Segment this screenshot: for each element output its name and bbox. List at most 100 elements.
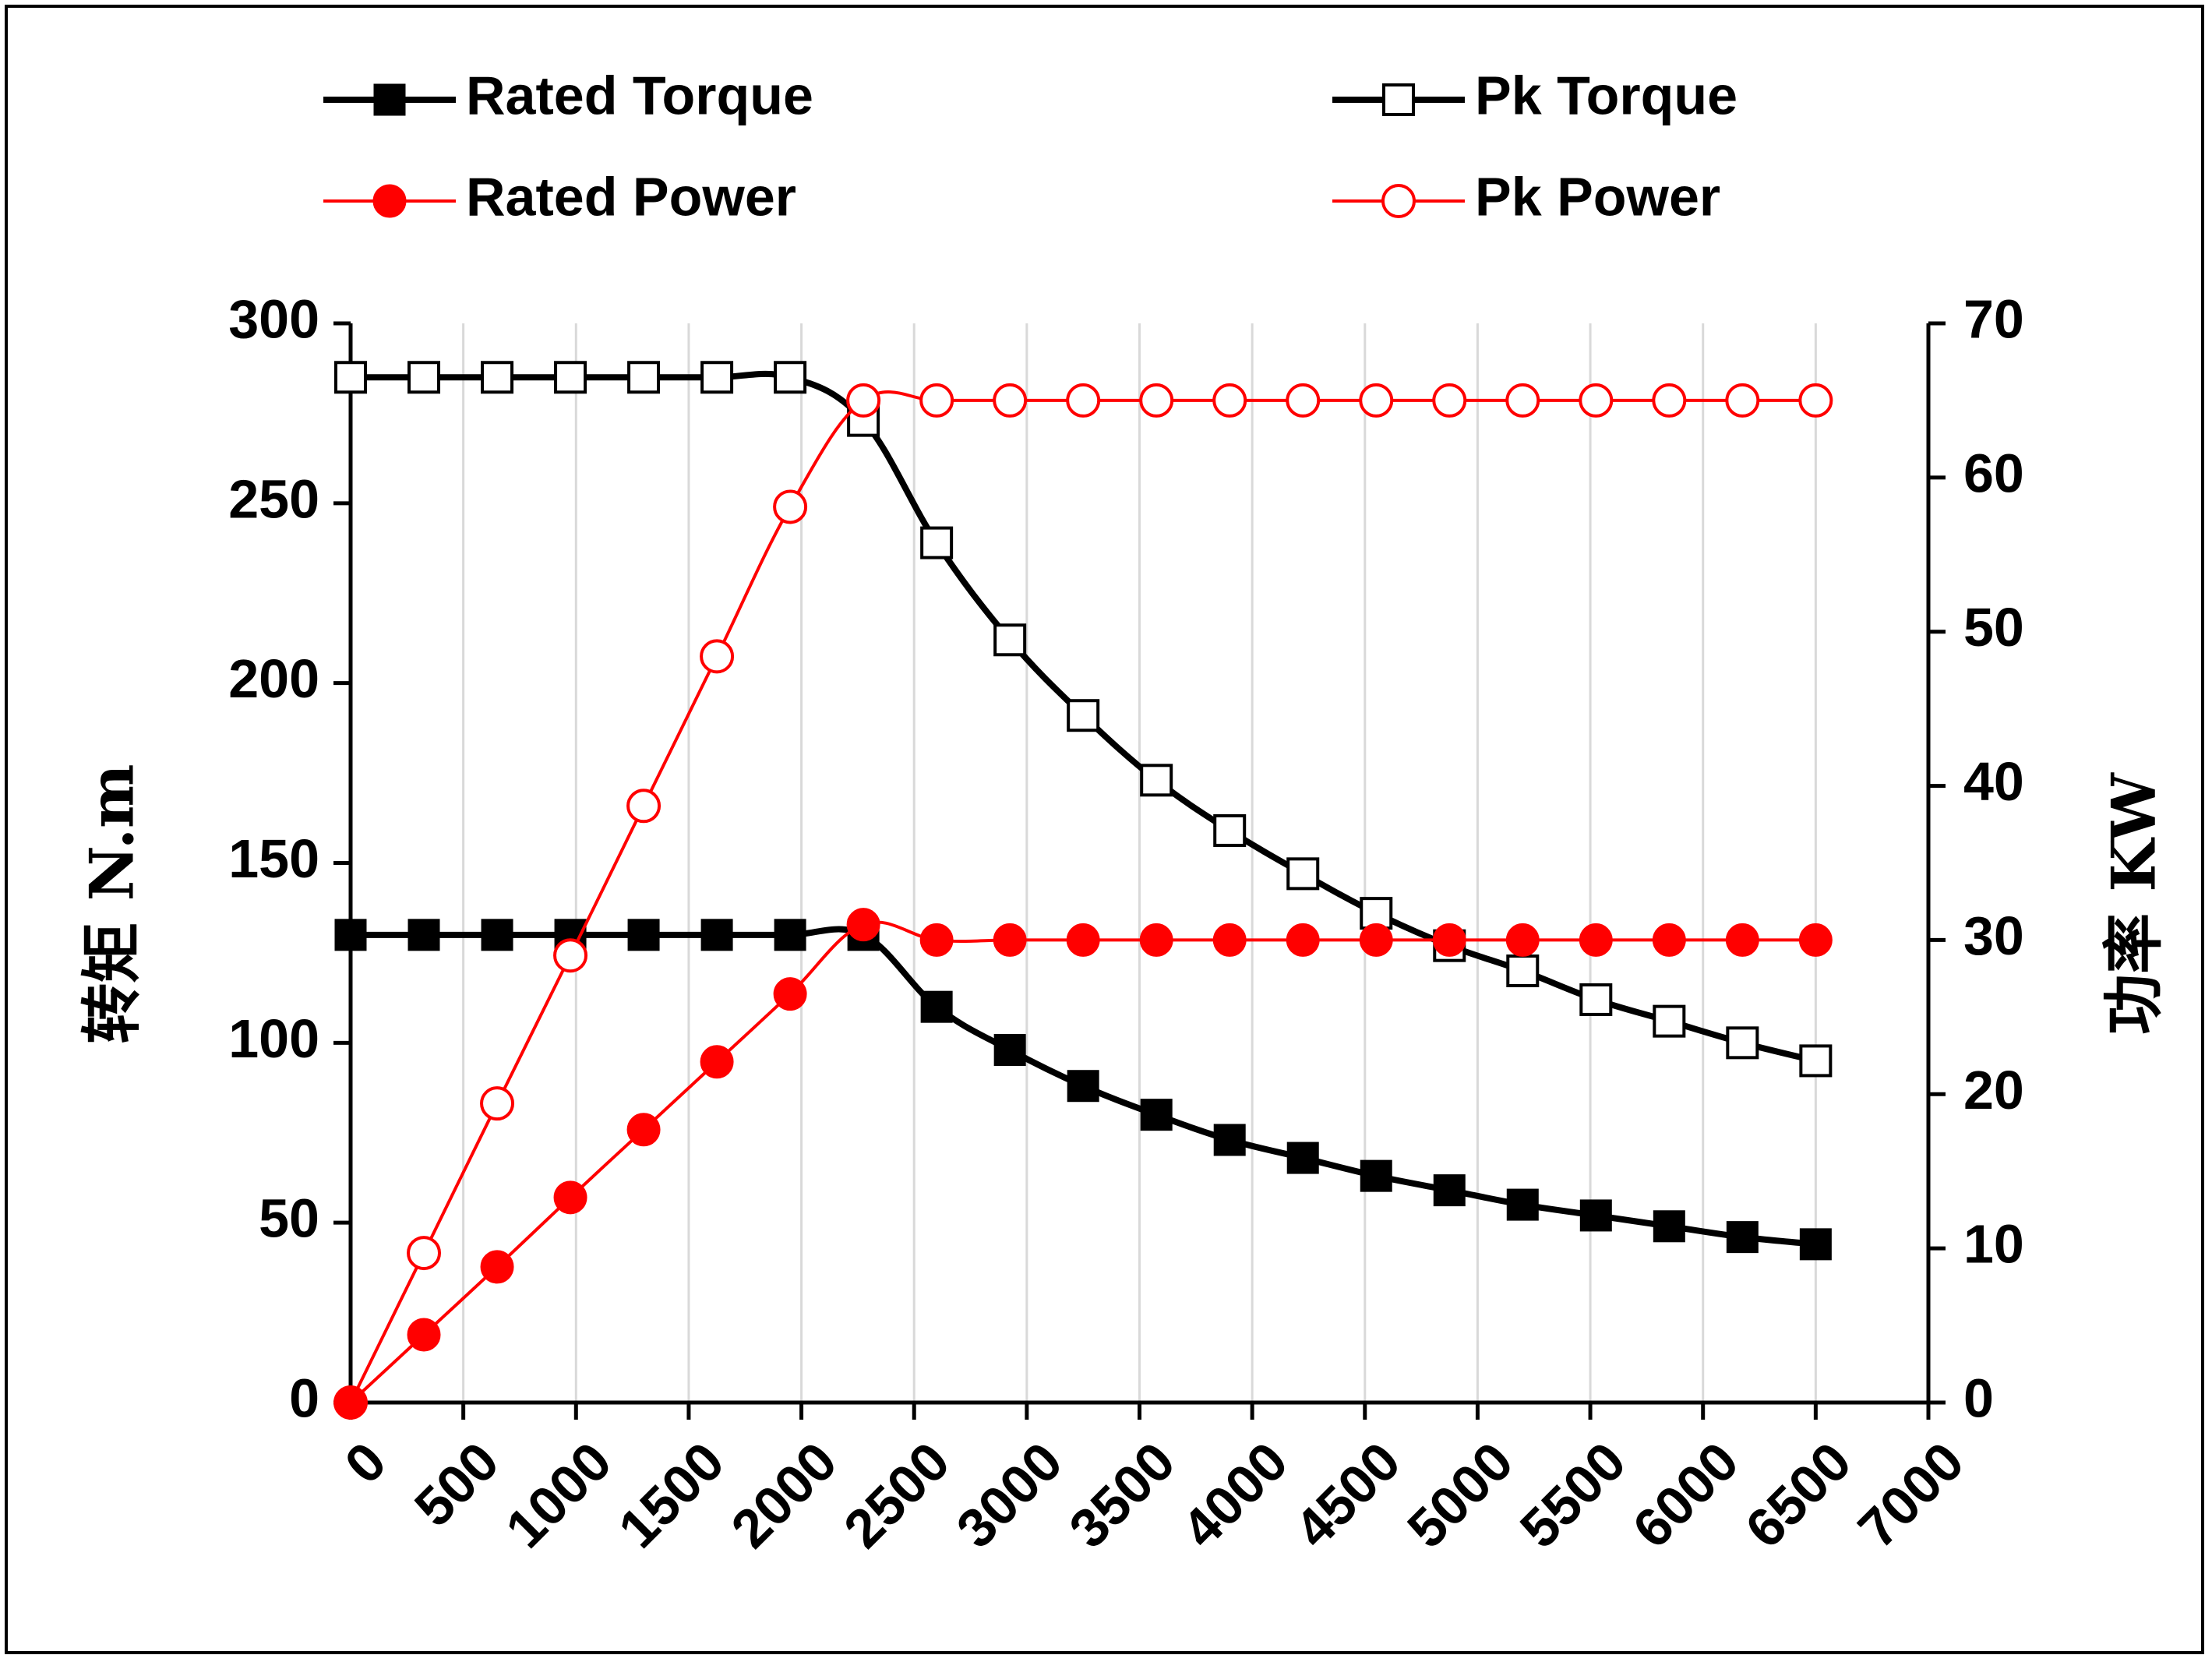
data-point [1798, 923, 1833, 957]
data-point [1725, 923, 1759, 957]
x-tick-label: 0 [333, 1431, 398, 1495]
data-point [1212, 383, 1247, 418]
data-point [1359, 923, 1393, 957]
x-tick-label: 1000 [494, 1431, 623, 1559]
data-point [1506, 1188, 1539, 1221]
data-point [1139, 923, 1173, 957]
data-point [1506, 955, 1540, 987]
data-point [627, 361, 661, 394]
data-point [1140, 1099, 1173, 1131]
data-point [626, 789, 661, 824]
y-tick-label: 150 [228, 828, 319, 889]
data-point [774, 361, 807, 394]
x-tick-label: 2000 [720, 1431, 848, 1559]
data-point [1432, 923, 1466, 957]
legend-item: Pk Power [1332, 166, 1720, 227]
data-point [1066, 923, 1100, 957]
data-point [846, 908, 880, 942]
data-point [1139, 383, 1174, 418]
y2-tick-label: 40 [1963, 751, 2024, 812]
series-layer [333, 361, 1833, 1420]
legend-marker [372, 184, 407, 218]
data-point [700, 919, 733, 951]
data-point [1066, 383, 1101, 418]
data-point [919, 383, 954, 418]
y2-tick-label: 30 [1963, 905, 2024, 966]
y-tick-label: 0 [289, 1367, 319, 1428]
data-point [1286, 1142, 1319, 1174]
data-point [407, 919, 440, 951]
data-point [1140, 764, 1173, 797]
y-tick-label: 50 [259, 1188, 319, 1249]
y2-tick-label: 20 [1963, 1060, 2024, 1120]
data-point [1799, 1044, 1833, 1078]
data-point [1359, 383, 1394, 418]
data-point [553, 1180, 587, 1215]
data-point [1213, 813, 1247, 847]
data-point [1725, 383, 1760, 418]
x-tick-label: 2500 [832, 1431, 961, 1559]
data-point [480, 1250, 514, 1284]
data-point [773, 977, 807, 1011]
data-point [920, 990, 953, 1023]
data-point [334, 919, 367, 951]
legend-label: Rated Torque [466, 65, 813, 125]
legend-marker [1382, 83, 1415, 116]
data-point [481, 919, 513, 951]
legend-marker [1381, 184, 1416, 218]
data-point [554, 361, 587, 394]
data-point [1726, 1221, 1759, 1254]
data-point [1286, 857, 1320, 891]
y2-tick-label: 70 [1963, 288, 2024, 349]
x-tick-label: 1500 [607, 1431, 736, 1559]
data-point [1213, 1124, 1246, 1156]
x-tick-label: 7000 [1847, 1431, 1975, 1559]
data-point [1286, 923, 1320, 957]
data-point [407, 1236, 442, 1271]
y2-tick-label: 60 [1963, 443, 2024, 503]
series-line [349, 390, 1816, 1403]
data-point [1652, 383, 1687, 418]
y2-tick-label: 0 [1963, 1367, 1994, 1428]
data-point [920, 526, 954, 559]
y-tick-label: 200 [228, 648, 319, 709]
data-point [1360, 1159, 1392, 1192]
data-point [700, 1045, 734, 1079]
legend-item: Rated Torque [323, 65, 813, 125]
data-point [1579, 383, 1614, 418]
chart-frame [5, 5, 2204, 1654]
series-rated-power [333, 908, 1833, 1420]
legend-label: Pk Torque [1475, 65, 1737, 125]
data-point [481, 361, 514, 394]
y-tick-label: 300 [228, 288, 319, 349]
data-point [626, 1113, 661, 1147]
data-point [919, 923, 954, 957]
data-point [846, 383, 881, 418]
data-point [1360, 897, 1393, 930]
legend-label: Pk Power [1475, 166, 1720, 227]
x-tick-label: 5500 [1508, 1431, 1637, 1559]
data-point [407, 361, 441, 394]
data-point [333, 1385, 368, 1420]
legend-label: Rated Power [466, 166, 796, 227]
series-pk-torque [334, 361, 1833, 1078]
data-point [1579, 923, 1613, 957]
data-point [700, 639, 735, 674]
y2-axis-title: 功率 KW [2099, 772, 2170, 1035]
legend-marker [373, 83, 406, 116]
data-point [1798, 383, 1833, 418]
y2-tick-label: 10 [1963, 1214, 2024, 1275]
x-tick-label: 3000 [945, 1431, 1074, 1559]
series-pk-power [333, 383, 1833, 1420]
data-point [993, 623, 1027, 657]
y-tick-label: 100 [228, 1008, 319, 1069]
data-point [1505, 923, 1540, 957]
legend-item: Rated Power [323, 166, 796, 227]
x-tick-label: 6500 [1734, 1431, 1862, 1559]
data-point [993, 923, 1027, 957]
legend-item: Pk Torque [1332, 65, 1737, 125]
data-point [1579, 983, 1613, 1016]
data-point [1579, 1199, 1612, 1232]
data-point [1212, 923, 1247, 957]
